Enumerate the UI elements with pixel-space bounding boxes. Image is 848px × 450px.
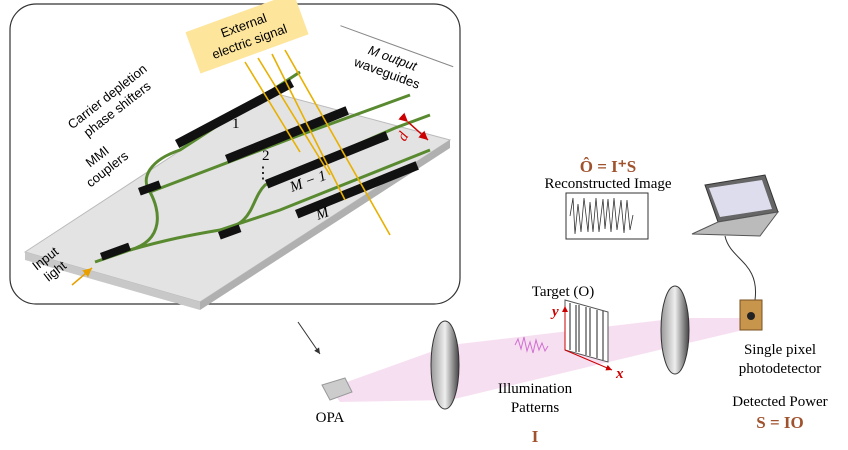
detector-label: Single pixel (744, 342, 816, 358)
reconstructed-image (566, 193, 648, 239)
detector-label: photodetector (739, 361, 821, 377)
laptop (692, 175, 778, 236)
ellipsis: ⋮ (255, 165, 271, 182)
zoom-arrow (298, 322, 320, 354)
lens (431, 321, 459, 409)
x-axis-label: x (615, 366, 624, 382)
target-label: Target (O) (532, 284, 594, 300)
diagram: External electric signal Carrier depleti… (0, 0, 848, 450)
illumination-label: Patterns (511, 400, 559, 416)
illumination-label: Illumination (498, 381, 573, 397)
cable (725, 236, 756, 300)
y-axis-label: y (550, 304, 559, 320)
lens (661, 286, 689, 374)
photodetector-aperture (747, 312, 755, 320)
source-label: OPA (316, 410, 345, 426)
power-label: Detected Power (732, 394, 827, 410)
power-formula: S = IO (756, 413, 803, 432)
illumination-symbol: I (532, 427, 539, 446)
reconstruction-label: Reconstructed Image (544, 176, 671, 192)
waveguide-label: 2 (262, 148, 270, 164)
reconstruction-formula: Ô = I⁺S (580, 157, 636, 176)
waveguide-label: 1 (232, 116, 240, 132)
